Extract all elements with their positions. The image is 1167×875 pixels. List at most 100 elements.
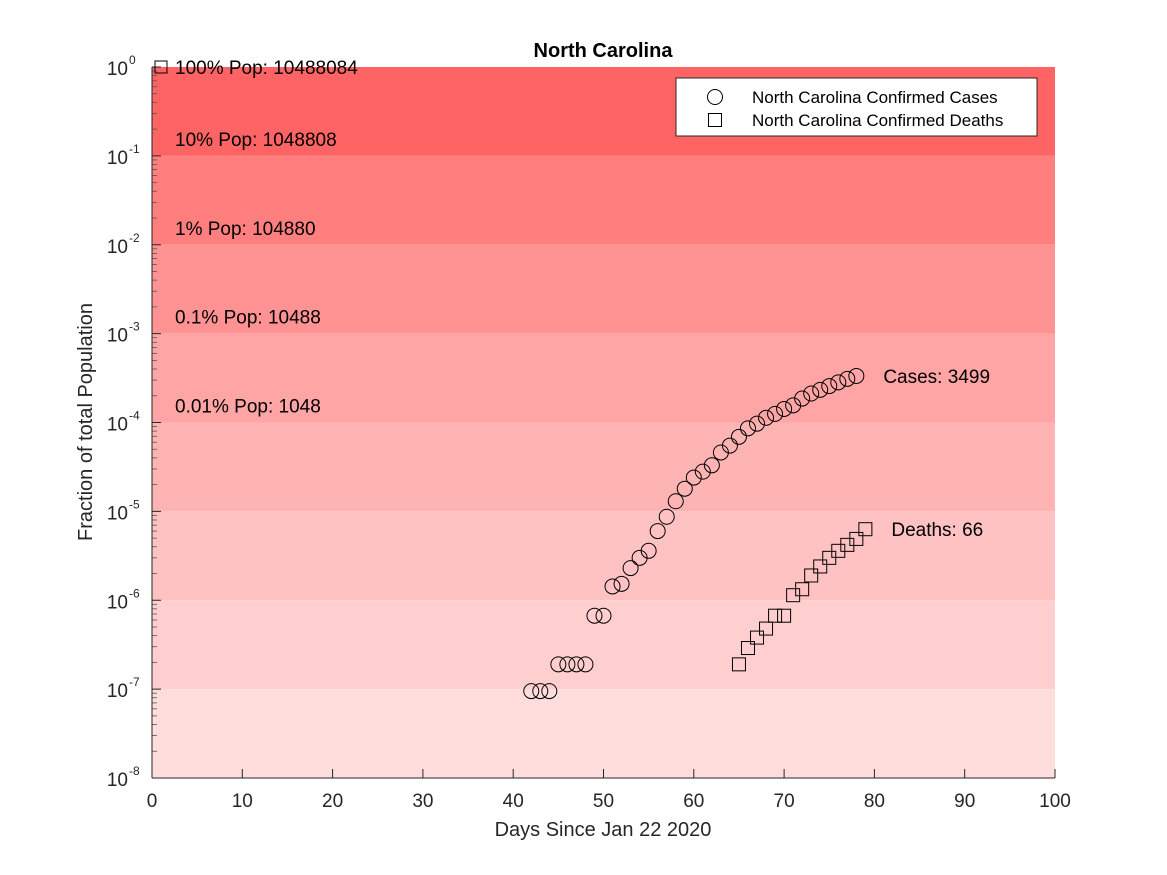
x-tick-label: 30 xyxy=(412,791,433,812)
case-point xyxy=(640,542,657,559)
x-tick-label: 90 xyxy=(954,791,975,812)
case-point xyxy=(559,656,576,673)
case-point xyxy=(730,428,747,445)
series-cases xyxy=(523,367,865,700)
case-point xyxy=(613,575,630,592)
band-label: 0.1% Pop: 10488 xyxy=(175,308,321,329)
x-tick-label: 80 xyxy=(864,791,885,812)
y-tick-exponent: -7 xyxy=(129,675,140,689)
y-tick-exponent: -6 xyxy=(129,586,140,600)
band-labels: 100% Pop: 10488084 10% Pop: 1048808 1% Pop… xyxy=(175,58,358,418)
death-point xyxy=(795,582,810,597)
x-tick-label: 0 xyxy=(147,791,158,812)
band-4 xyxy=(152,422,1055,512)
case-point xyxy=(685,469,702,486)
case-point xyxy=(658,508,675,525)
cases-end-label: Cases: 3499 xyxy=(883,367,990,388)
case-point xyxy=(676,480,693,497)
band-label: 100% Pop: 10488084 xyxy=(175,58,358,79)
case-point xyxy=(812,381,829,398)
legend-box xyxy=(675,77,1038,137)
y-tick-exponent: -3 xyxy=(129,320,140,334)
case-point xyxy=(523,683,540,700)
y-tick-label: 10 xyxy=(107,592,128,613)
y-tick-exponent: -8 xyxy=(129,764,140,778)
x-axis-label: Days Since Jan 22 2020 xyxy=(495,819,712,841)
legend-cases-marker xyxy=(707,89,723,105)
case-point xyxy=(767,405,784,422)
case-point xyxy=(794,390,811,407)
y-tick-label: 10 xyxy=(107,681,128,702)
death-point xyxy=(849,531,864,546)
series-deaths xyxy=(731,522,873,672)
death-point xyxy=(740,641,755,656)
y-tick-exponent: -5 xyxy=(129,497,140,511)
chart-title: North Carolina xyxy=(534,40,674,62)
band-7 xyxy=(152,689,1055,778)
x-tick-label: 50 xyxy=(593,791,614,812)
case-point xyxy=(694,463,711,480)
y-tick-label: 10 xyxy=(107,148,128,169)
case-point xyxy=(848,367,865,384)
y-tick-exponent: -2 xyxy=(129,231,140,245)
death-point xyxy=(822,550,837,565)
end-labels: Cases: 3499 Deaths: 66 xyxy=(154,60,990,541)
x-tick-label: 60 xyxy=(683,791,704,812)
x-tick-label: 20 xyxy=(322,791,343,812)
deaths-end-label: Deaths: 66 xyxy=(891,520,983,541)
axes xyxy=(151,67,1055,779)
case-point xyxy=(803,385,820,402)
x-tick-label: 10 xyxy=(232,791,253,812)
case-point xyxy=(703,457,720,474)
case-point xyxy=(541,683,558,700)
legend-deaths-label: North Carolina Confirmed Deaths xyxy=(752,111,1003,130)
case-point xyxy=(758,409,775,426)
population-bands xyxy=(152,67,1055,778)
case-point xyxy=(785,397,802,414)
x-tick-label: 70 xyxy=(774,791,795,812)
case-point xyxy=(595,607,612,624)
death-point xyxy=(777,608,792,623)
case-point xyxy=(739,420,756,437)
x-tick-label: 40 xyxy=(503,791,524,812)
band-2 xyxy=(152,244,1055,334)
band-5 xyxy=(152,511,1055,601)
band-label: 1% Pop: 104880 xyxy=(175,219,316,240)
x-tick-label: 100 xyxy=(1039,791,1071,812)
case-point xyxy=(532,683,549,700)
y-tick-label: 10 xyxy=(107,59,128,80)
y-tick-label: 10 xyxy=(107,770,128,791)
case-point xyxy=(577,656,594,673)
legend-cases-label: North Carolina Confirmed Cases xyxy=(752,88,998,107)
case-point xyxy=(776,400,793,417)
y-tick-label: 10 xyxy=(107,415,128,436)
death-point xyxy=(804,568,819,583)
case-point xyxy=(622,560,639,577)
y-tick-label: 10 xyxy=(107,503,128,524)
y-tick-exponent: 0 xyxy=(129,53,136,67)
death-point xyxy=(813,559,828,574)
band-1 xyxy=(152,155,1055,245)
case-point xyxy=(749,415,766,432)
legend: North Carolina Confirmed Cases North Caro… xyxy=(675,77,1038,137)
case-point xyxy=(830,374,847,391)
case-point xyxy=(568,656,585,673)
death-point xyxy=(786,588,801,603)
case-point xyxy=(586,607,603,624)
case-point xyxy=(667,493,684,510)
y-tick-exponent: -1 xyxy=(129,142,140,156)
death-point xyxy=(759,621,774,636)
death-point xyxy=(768,608,783,623)
death-point xyxy=(750,630,765,645)
band-3 xyxy=(152,333,1055,423)
band-label: 0.01% Pop: 1048 xyxy=(175,397,321,418)
case-point xyxy=(721,437,738,454)
y-axis-label: Fraction of total Population xyxy=(75,303,97,541)
band-label: 10% Pop: 1048808 xyxy=(175,130,337,151)
legend-deaths-marker xyxy=(708,113,722,127)
band-6 xyxy=(152,600,1055,690)
death-point xyxy=(840,537,855,552)
y-tick-label: 10 xyxy=(107,237,128,258)
case-point xyxy=(821,378,838,395)
